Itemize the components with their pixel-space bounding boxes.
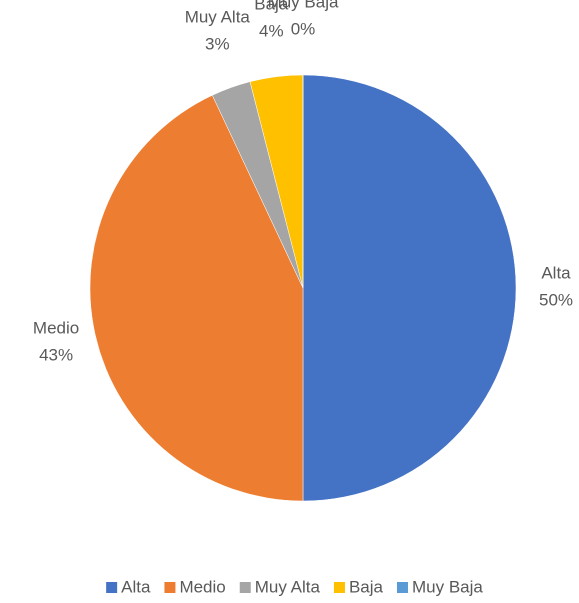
data-label-value: 50% — [539, 290, 573, 309]
legend-swatch — [396, 582, 408, 593]
legend-swatch — [333, 582, 345, 593]
legend-label: Baja — [349, 577, 384, 596]
legend-swatch — [106, 582, 118, 593]
pie-slice — [89, 94, 304, 502]
legend-label: Medio — [179, 577, 225, 596]
data-label-name: Medio — [33, 319, 79, 338]
legend-label: Alta — [121, 577, 151, 596]
data-label-value: 0% — [291, 19, 316, 38]
pie-slice — [302, 74, 517, 502]
data-label-value: 3% — [205, 34, 230, 53]
data-label-name: Muy Alta — [185, 7, 251, 26]
legend-label: Muy Baja — [412, 577, 483, 596]
data-label-name: Baja — [254, 0, 289, 13]
data-label-name: Muy Baja — [268, 0, 339, 11]
legend-swatch — [239, 582, 251, 593]
legend: Alta Medio Muy Alta Baja Muy Baja — [106, 577, 483, 596]
legend-swatch — [164, 582, 176, 593]
data-label-name: Alta — [541, 263, 571, 282]
data-label-value: 4% — [259, 21, 284, 40]
data-label-value: 43% — [39, 346, 73, 365]
legend-label: Muy Alta — [255, 577, 321, 596]
